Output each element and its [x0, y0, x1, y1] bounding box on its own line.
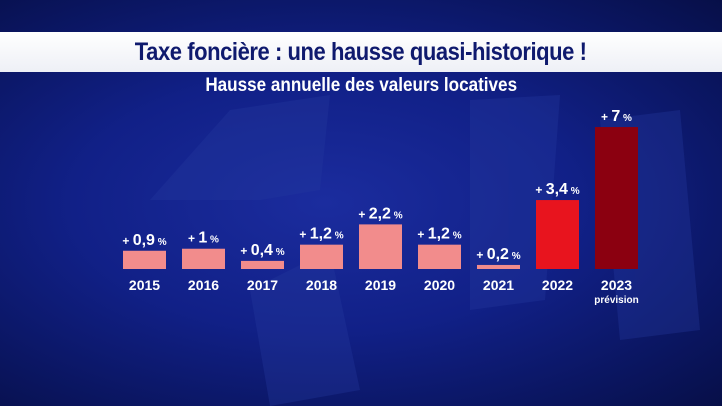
category-label-2016: 2016 [188, 277, 219, 293]
bar-2016 [182, 248, 225, 269]
category-label-2015: 2015 [129, 277, 160, 293]
title-banner: Taxe foncière : une hausse quasi-histori… [0, 32, 722, 72]
chart-subtitle: Hausse annuelle des valeurs locatives [0, 75, 722, 97]
bar-2022 [536, 200, 579, 269]
category-label-2021: 2021 [483, 277, 514, 293]
category-label-2018: 2018 [306, 277, 337, 293]
value-label-2023: + 7 % [601, 108, 632, 125]
category-label-2022: 2022 [542, 277, 573, 293]
category-label-2017: 2017 [247, 277, 278, 293]
bar-2019 [359, 224, 402, 269]
bar-2015 [123, 250, 166, 269]
value-label-2020: + 1,2 % [417, 226, 461, 243]
value-label-2015: + 0,9 % [122, 232, 166, 249]
category-label-2020: 2020 [424, 277, 455, 293]
bar-2017 [241, 260, 284, 269]
category-label-2023: 2023 [601, 277, 632, 293]
value-label-2018: + 1,2 % [299, 226, 343, 243]
value-label-2022: + 3,4 % [535, 181, 579, 198]
chart-subtitle-text: Hausse annuelle des valeurs locatives [205, 75, 517, 96]
page-title: Taxe foncière : une hausse quasi-histori… [135, 37, 587, 66]
value-label-2021: + 0,2 % [476, 246, 520, 263]
bar-2018 [300, 244, 343, 269]
category-label-2019: 2019 [365, 277, 396, 293]
value-label-2016: + 1 % [188, 230, 219, 247]
bar-2020 [418, 244, 461, 269]
category-note-2023: prévision [594, 295, 638, 306]
bar-2023 [595, 127, 638, 269]
value-label-2019: + 2,2 % [358, 205, 402, 222]
bar-2021 [477, 264, 520, 269]
value-label-2017: + 0,4 % [240, 242, 284, 259]
